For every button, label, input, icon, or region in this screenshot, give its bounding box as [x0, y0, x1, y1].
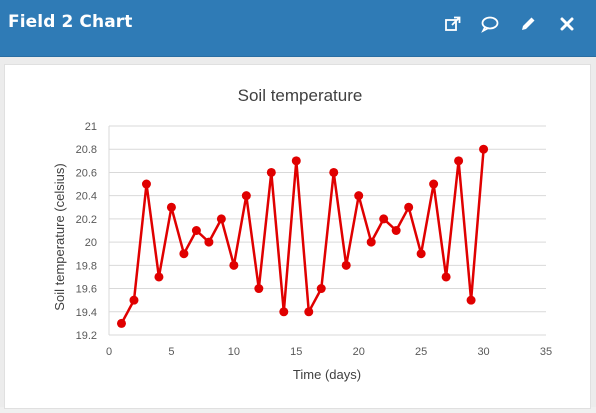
x-tick-label: 35: [540, 346, 552, 358]
y-tick-label: 19.6: [76, 284, 97, 296]
data-point[interactable]: [316, 284, 326, 294]
data-point[interactable]: [229, 260, 239, 270]
data-point[interactable]: [429, 179, 439, 189]
x-tick-label: 30: [477, 346, 489, 358]
y-tick-label: 21: [85, 121, 97, 133]
widget-header: Field 2 Chart: [0, 0, 596, 57]
data-point[interactable]: [391, 226, 401, 235]
chart-title: Soil temperature: [238, 86, 363, 105]
data-point[interactable]: [404, 202, 414, 212]
close-icon[interactable]: [556, 13, 578, 35]
data-point[interactable]: [304, 307, 314, 317]
data-point[interactable]: [216, 214, 226, 224]
y-tick-label: 19.2: [76, 330, 97, 342]
edit-icon[interactable]: [517, 13, 539, 35]
y-axis-label: Soil temperature (celsius): [52, 163, 67, 310]
data-point[interactable]: [254, 284, 264, 294]
data-point[interactable]: [354, 191, 364, 201]
external-link-icon[interactable]: [442, 13, 464, 35]
data-point[interactable]: [479, 144, 489, 154]
y-tick-label: 19.4: [76, 307, 97, 319]
y-tick-label: 20.6: [76, 167, 97, 179]
data-point[interactable]: [204, 237, 214, 247]
y-tick-label: 20.2: [76, 214, 97, 226]
data-point[interactable]: [279, 307, 289, 317]
widget-title: Field 2 Chart: [8, 12, 133, 32]
data-point[interactable]: [166, 202, 176, 212]
chart-panel: Soil temperature Time (days) Soil temper…: [4, 64, 591, 409]
data-point[interactable]: [129, 295, 139, 305]
data-point[interactable]: [116, 318, 126, 328]
x-tick-label: 5: [168, 346, 174, 358]
series-line: [120, 149, 485, 324]
x-tick-label: 0: [106, 346, 112, 358]
data-point[interactable]: [454, 156, 464, 166]
data-point[interactable]: [329, 167, 339, 177]
x-tick-label: 20: [353, 346, 365, 358]
y-tick-label: 20.4: [76, 191, 97, 203]
data-point[interactable]: [154, 272, 164, 282]
data-point[interactable]: [441, 272, 451, 282]
data-point[interactable]: [379, 214, 389, 224]
data-point[interactable]: [266, 167, 276, 177]
data-point[interactable]: [466, 295, 476, 305]
y-tick-label: 19.8: [76, 260, 97, 272]
comment-icon[interactable]: [479, 13, 501, 35]
data-point[interactable]: [291, 156, 301, 166]
y-tick-label: 20: [85, 237, 97, 249]
data-point[interactable]: [241, 191, 251, 201]
line-chart: Soil temperature Time (days) Soil temper…: [52, 86, 552, 382]
y-tick-label: 20.8: [76, 144, 97, 156]
x-axis-label: Time (days): [293, 367, 361, 382]
data-point[interactable]: [179, 249, 189, 259]
data-point[interactable]: [191, 226, 201, 235]
data-point[interactable]: [341, 260, 351, 270]
data-point[interactable]: [141, 179, 151, 189]
x-tick-label: 25: [415, 346, 427, 358]
x-tick-label: 10: [228, 346, 240, 358]
data-point[interactable]: [366, 237, 376, 247]
data-point[interactable]: [416, 249, 426, 259]
x-tick-label: 15: [290, 346, 302, 358]
